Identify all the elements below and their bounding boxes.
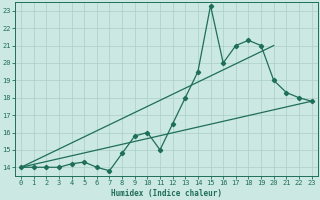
- X-axis label: Humidex (Indice chaleur): Humidex (Indice chaleur): [111, 189, 222, 198]
